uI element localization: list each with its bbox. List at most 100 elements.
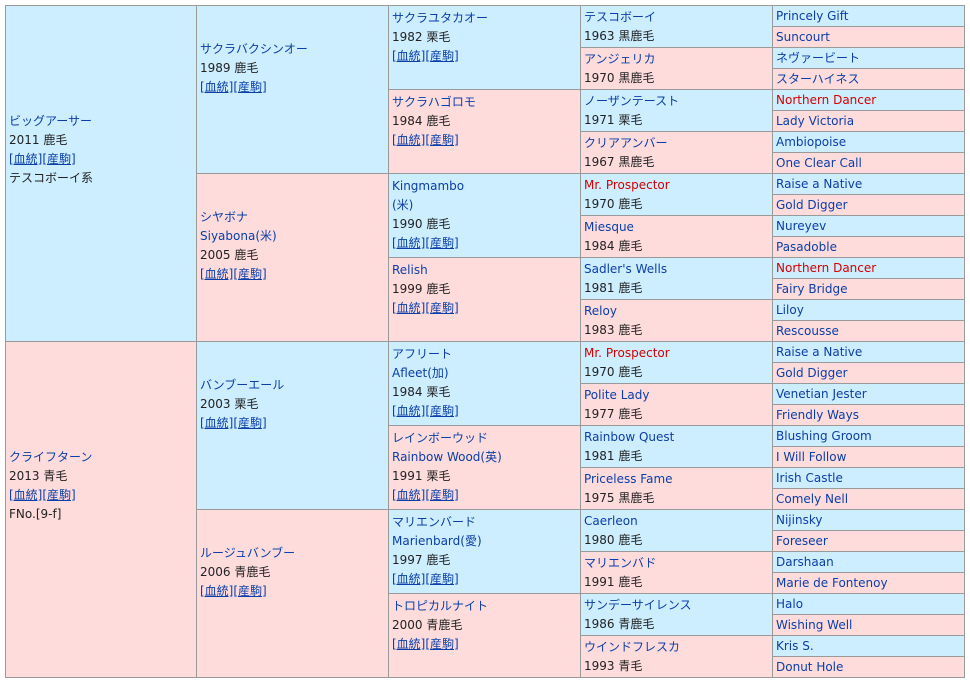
pedigree-link[interactable]: [血統] <box>392 404 426 418</box>
offspring-link[interactable]: [産駒] <box>425 637 459 651</box>
offspring-link[interactable]: [産駒] <box>425 488 459 502</box>
horse-name-link[interactable]: Nureyev <box>776 219 827 233</box>
pedigree-link[interactable]: [血統] <box>392 301 426 315</box>
horse-alt-name-link[interactable]: (米) <box>392 198 414 212</box>
horse-name-link[interactable]: Reloy <box>584 304 617 318</box>
horse-alt-name-link[interactable]: Marienbard(愛) <box>392 534 482 548</box>
horse-name-link[interactable]: Miesque <box>584 220 634 234</box>
horse-name-link[interactable]: Foreseer <box>776 534 828 548</box>
pedigree-cell-gen3: レインボーウッド Rainbow Wood(英) 1991 栗毛 [血統][産駒] <box>388 425 581 510</box>
offspring-link[interactable]: [産駒] <box>233 267 267 281</box>
horse-name-link[interactable]: Suncourt <box>776 30 831 44</box>
offspring-link[interactable]: [産駒] <box>425 236 459 250</box>
pedigree-link[interactable]: [血統] <box>392 488 426 502</box>
pedigree-link[interactable]: [血統] <box>200 584 234 598</box>
horse-name-link[interactable]: Venetian Jester <box>776 387 867 401</box>
birth-year-coat: 2005 鹿毛 <box>200 248 259 262</box>
pedigree-link[interactable]: [血統] <box>9 152 43 166</box>
offspring-link[interactable]: [産駒] <box>425 133 459 147</box>
pedigree-cell-gen5: Friendly Ways <box>772 404 965 426</box>
horse-name-link[interactable]: Friendly Ways <box>776 408 859 422</box>
horse-name-link[interactable]: Northern Dancer <box>776 93 877 107</box>
horse-name-link[interactable]: サクラバクシンオー <box>200 42 308 56</box>
horse-name-link[interactable]: アンジェリカ <box>584 52 656 66</box>
horse-name-link[interactable]: ネヴァービート <box>776 51 861 65</box>
offspring-link[interactable]: [産駒] <box>233 416 267 430</box>
horse-name-link[interactable]: Liloy <box>776 303 804 317</box>
horse-name-link[interactable]: サクラユタカオー <box>392 11 489 25</box>
horse-name-link[interactable]: クリアアンバー <box>584 136 668 150</box>
horse-name-link[interactable]: Gold Digger <box>776 366 848 380</box>
pedigree-link[interactable]: [血統] <box>392 637 426 651</box>
pedigree-link[interactable]: [血統] <box>200 416 234 430</box>
horse-name-link[interactable]: テスコボーイ <box>584 10 657 24</box>
horse-name-link[interactable]: Comely Nell <box>776 492 849 506</box>
horse-name-link[interactable]: Priceless Fame <box>584 472 673 486</box>
horse-name-link[interactable]: Fairy Bridge <box>776 282 848 296</box>
offspring-link[interactable]: [産駒] <box>233 584 267 598</box>
horse-name-link[interactable]: マリエンバード <box>392 515 477 529</box>
horse-name-link[interactable]: Polite Lady <box>584 388 650 402</box>
horse-name-link[interactable]: サクラハゴロモ <box>392 95 476 109</box>
horse-name-link[interactable]: サンデーサイレンス <box>584 598 692 612</box>
offspring-link[interactable]: [産駒] <box>425 49 459 63</box>
horse-name-link[interactable]: Wishing Well <box>776 618 853 632</box>
horse-name-link[interactable]: One Clear Call <box>776 156 862 170</box>
offspring-link[interactable]: [産駒] <box>42 488 76 502</box>
horse-name-link[interactable]: Sadler's Wells <box>584 262 668 276</box>
horse-name-link[interactable]: Lady Victoria <box>776 114 855 128</box>
offspring-link[interactable]: [産駒] <box>425 404 459 418</box>
offspring-link[interactable]: [産駒] <box>233 80 267 94</box>
horse-name-link[interactable]: ルージュバンブー <box>200 546 296 560</box>
horse-name-link[interactable]: Nijinsky <box>776 513 823 527</box>
horse-name-link[interactable]: Donut Hole <box>776 660 844 674</box>
horse-name-link[interactable]: Kris S. <box>776 639 814 653</box>
pedigree-link[interactable]: [血統] <box>392 133 426 147</box>
horse-name-link[interactable]: I Will Follow <box>776 450 847 464</box>
horse-name-link[interactable]: Princely Gift <box>776 9 849 23</box>
horse-name-link[interactable]: Pasadoble <box>776 240 837 254</box>
horse-name-link[interactable]: バンブーエール <box>200 378 285 392</box>
horse-name-link[interactable]: シヤボナ <box>200 210 249 224</box>
horse-name-link[interactable]: Kingmambo <box>392 179 465 193</box>
horse-name-link[interactable]: Rainbow Quest <box>584 430 675 444</box>
horse-name-link[interactable]: ビッグアーサー <box>9 114 93 128</box>
horse-name-link[interactable]: Halo <box>776 597 804 611</box>
pedigree-link[interactable]: [血統] <box>392 49 426 63</box>
horse-name-link[interactable]: Relish <box>392 263 428 277</box>
pedigree-link[interactable]: [血統] <box>392 236 426 250</box>
offspring-link[interactable]: [産駒] <box>425 572 459 586</box>
horse-name-link[interactable]: レインボーウッド <box>392 431 489 445</box>
horse-name-link[interactable]: Irish Castle <box>776 471 843 485</box>
horse-name-link[interactable]: Rescousse <box>776 324 839 338</box>
lineage-note: テスコボーイ系 <box>9 171 94 185</box>
horse-name-link[interactable]: ノーザンテースト <box>584 94 680 108</box>
pedigree-link[interactable]: [血統] <box>392 572 426 586</box>
horse-name-link[interactable]: スターハイネス <box>776 72 860 86</box>
horse-name-link[interactable]: Northern Dancer <box>776 261 877 275</box>
offspring-link[interactable]: [産駒] <box>425 301 459 315</box>
horse-name-link[interactable]: クライフターン <box>9 450 93 464</box>
birth-year-coat: 1967 黒鹿毛 <box>584 155 655 169</box>
horse-name-link[interactable]: マリエンバド <box>584 556 657 570</box>
horse-name-link[interactable]: Ambiopoise <box>776 135 847 149</box>
pedigree-link[interactable]: [血統] <box>200 80 234 94</box>
pedigree-link[interactable]: [血統] <box>9 488 43 502</box>
horse-name-link[interactable]: Caerleon <box>584 514 638 528</box>
horse-name-link[interactable]: Raise a Native <box>776 345 863 359</box>
horse-name-link[interactable]: Mr. Prospector <box>584 178 670 192</box>
horse-name-link[interactable]: アフリート <box>392 347 453 361</box>
horse-name-link[interactable]: Marie de Fontenoy <box>776 576 888 590</box>
horse-name-link[interactable]: Darshaan <box>776 555 834 569</box>
horse-name-link[interactable]: ウインドフレスカ <box>584 640 681 654</box>
pedigree-link[interactable]: [血統] <box>200 267 234 281</box>
offspring-link[interactable]: [産駒] <box>42 152 76 166</box>
horse-name-link[interactable]: Raise a Native <box>776 177 863 191</box>
horse-name-link[interactable]: Mr. Prospector <box>584 346 670 360</box>
horse-alt-name-link[interactable]: Afleet(加) <box>392 366 449 380</box>
horse-alt-name-link[interactable]: Siyabona(米) <box>200 229 277 243</box>
horse-name-link[interactable]: トロピカルナイト <box>392 599 489 613</box>
horse-name-link[interactable]: Gold Digger <box>776 198 848 212</box>
horse-name-link[interactable]: Blushing Groom <box>776 429 872 443</box>
horse-alt-name-link[interactable]: Rainbow Wood(英) <box>392 450 502 464</box>
